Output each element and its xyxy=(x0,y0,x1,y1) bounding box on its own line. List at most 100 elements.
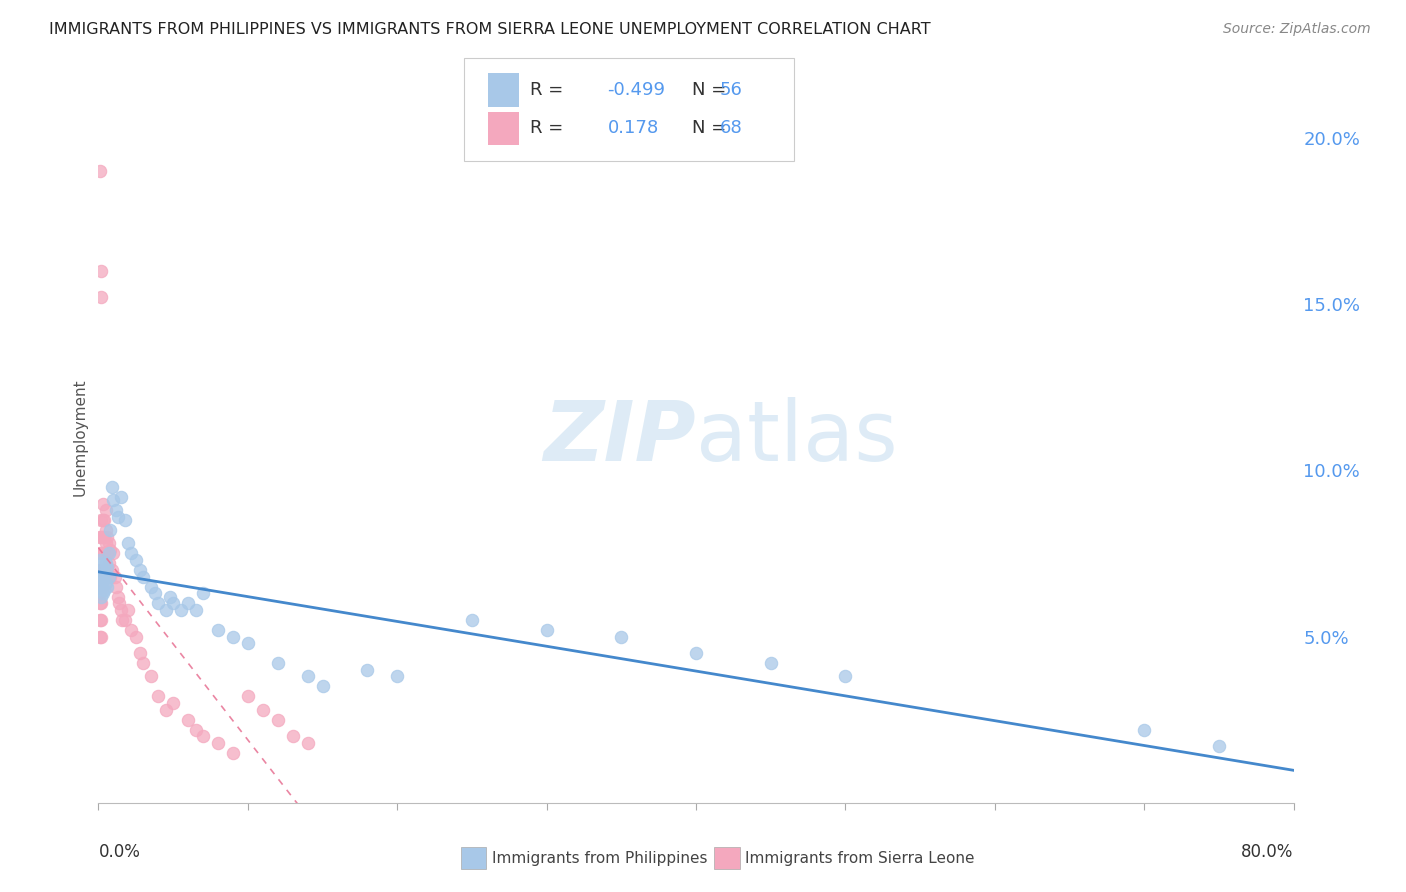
Point xyxy=(114,513,136,527)
Point xyxy=(89,580,111,594)
Point xyxy=(90,563,112,577)
Point xyxy=(105,580,128,594)
Point xyxy=(93,513,115,527)
Point xyxy=(91,513,114,527)
Point xyxy=(117,603,139,617)
Text: 0.178: 0.178 xyxy=(607,120,658,137)
Point xyxy=(191,586,214,600)
Point xyxy=(93,546,115,560)
Text: N =: N = xyxy=(692,81,725,99)
Text: atlas: atlas xyxy=(696,397,897,477)
Point xyxy=(139,580,162,594)
Point xyxy=(89,563,111,577)
Point xyxy=(96,559,118,574)
Point xyxy=(162,696,184,710)
Point xyxy=(207,736,229,750)
Point xyxy=(107,509,129,524)
Text: 68: 68 xyxy=(720,120,742,137)
Point xyxy=(101,563,124,577)
Point xyxy=(536,623,558,637)
Text: R =: R = xyxy=(530,120,564,137)
Point xyxy=(191,729,214,743)
Point xyxy=(97,557,120,571)
Point xyxy=(110,603,132,617)
Text: 0.0%: 0.0% xyxy=(98,843,141,861)
Point xyxy=(94,576,117,591)
Text: ZIP: ZIP xyxy=(543,397,696,477)
Point xyxy=(356,663,378,677)
Point xyxy=(125,553,148,567)
Point xyxy=(159,590,181,604)
Point xyxy=(139,669,162,683)
Point xyxy=(90,290,112,304)
Text: R =: R = xyxy=(530,81,564,99)
Point xyxy=(281,729,304,743)
Point xyxy=(89,553,111,567)
Point xyxy=(89,530,111,544)
Point xyxy=(89,630,111,644)
Point xyxy=(91,580,114,594)
Point xyxy=(94,503,117,517)
Point xyxy=(89,546,111,560)
Point xyxy=(90,546,112,560)
Point xyxy=(93,566,115,581)
Point xyxy=(90,530,112,544)
Point xyxy=(89,164,111,178)
Text: 56: 56 xyxy=(720,81,742,99)
Point xyxy=(101,480,124,494)
Point xyxy=(90,264,112,278)
Point xyxy=(834,669,856,683)
Point xyxy=(91,573,114,587)
Point xyxy=(104,570,127,584)
Point xyxy=(685,646,707,660)
Text: 80.0%: 80.0% xyxy=(1241,843,1294,861)
Point xyxy=(90,590,112,604)
Point xyxy=(97,570,120,584)
Point xyxy=(94,557,117,571)
Point xyxy=(120,623,142,637)
Point xyxy=(252,703,274,717)
Point xyxy=(97,546,120,560)
Point xyxy=(89,586,111,600)
Point xyxy=(1208,739,1230,754)
Point xyxy=(108,596,131,610)
Point xyxy=(111,613,134,627)
Point xyxy=(96,530,118,544)
Point xyxy=(177,596,200,610)
Point xyxy=(222,746,245,760)
Point xyxy=(129,563,152,577)
Point xyxy=(93,530,115,544)
Point xyxy=(90,596,112,610)
Point xyxy=(103,546,125,560)
Point xyxy=(162,596,184,610)
Point xyxy=(105,503,128,517)
Point xyxy=(91,586,114,600)
Point xyxy=(155,703,177,717)
Point xyxy=(93,582,115,597)
Point xyxy=(114,613,136,627)
Point xyxy=(267,656,290,670)
Point xyxy=(98,570,122,584)
Point xyxy=(91,563,114,577)
Point xyxy=(96,563,118,577)
Point xyxy=(236,690,259,704)
Point xyxy=(117,536,139,550)
Point xyxy=(91,546,114,560)
Point xyxy=(91,530,114,544)
Point xyxy=(143,586,166,600)
Point xyxy=(96,580,118,594)
Point xyxy=(107,590,129,604)
Y-axis label: Unemployment: Unemployment xyxy=(72,378,87,496)
Point xyxy=(169,603,191,617)
Point xyxy=(91,563,114,577)
Point xyxy=(90,580,112,594)
Point xyxy=(184,603,207,617)
Point xyxy=(120,546,142,560)
Point xyxy=(385,669,409,683)
Point xyxy=(155,603,177,617)
Point xyxy=(132,570,155,584)
Point xyxy=(89,596,111,610)
Point xyxy=(236,636,259,650)
Point xyxy=(177,713,200,727)
Point xyxy=(132,656,155,670)
